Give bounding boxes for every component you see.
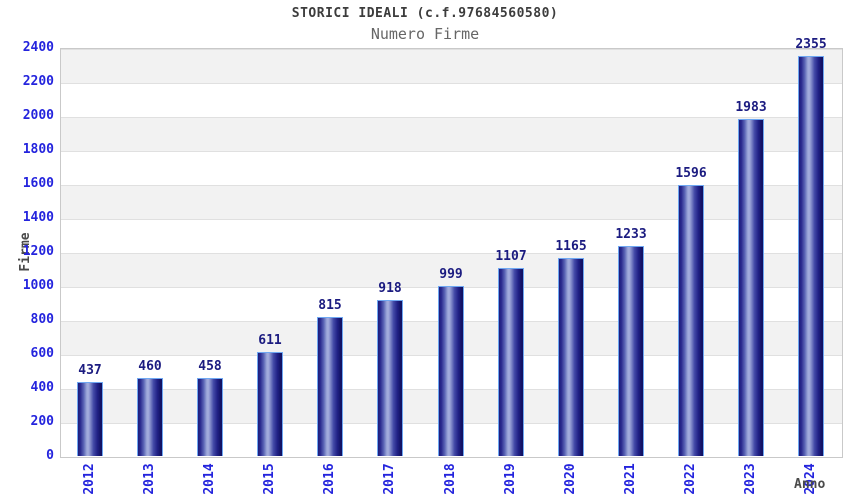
x-tick-label: 2019: [503, 463, 518, 495]
x-tick-label: 2022: [683, 463, 698, 495]
bar-value-label: 1233: [615, 227, 647, 242]
bar: [317, 317, 343, 456]
bar-value-label: 2355: [795, 37, 827, 52]
y-tick-label: 600: [30, 346, 54, 361]
y-tick-label: 1200: [22, 244, 54, 259]
bar: [257, 352, 283, 456]
bar-value-label: 815: [318, 298, 342, 313]
y-tick-label: 1600: [22, 176, 54, 191]
bar: [377, 300, 403, 456]
bar-value-label: 999: [439, 267, 463, 282]
bar-value-label: 918: [378, 281, 402, 296]
y-tick-label: 0: [46, 448, 54, 463]
y-tick-label: 1800: [22, 142, 54, 157]
bar: [618, 246, 644, 456]
bar-value-label: 1165: [555, 239, 587, 254]
x-axis-title: Anno: [794, 477, 826, 492]
bar-value-label: 1596: [675, 166, 707, 181]
x-tick-label: 2016: [322, 463, 337, 495]
x-tick-label: 2018: [443, 463, 458, 495]
x-tick-label: 2017: [382, 463, 397, 495]
y-tick-label: 2000: [22, 108, 54, 123]
y-tick-label: 1400: [22, 210, 54, 225]
bar: [678, 185, 704, 456]
bar-value-label: 611: [258, 333, 282, 348]
y-tick-label: 1000: [22, 278, 54, 293]
x-tick-label: 2013: [142, 463, 157, 495]
y-tick-label: 2400: [22, 40, 54, 55]
bar: [558, 258, 584, 456]
chart-title: STORICI IDEALI (c.f.97684560580): [291, 6, 559, 21]
chart-subtitle: Numero Firme: [370, 25, 480, 43]
bar-value-label: 437: [78, 363, 102, 378]
x-tick-label: 2023: [743, 463, 758, 495]
bar: [77, 382, 103, 456]
bar-value-label: 460: [138, 359, 162, 374]
bar-value-label: 1107: [495, 249, 527, 264]
y-tick-label: 800: [30, 312, 54, 327]
x-tick-label: 2012: [82, 463, 97, 495]
x-tick-label: 2014: [202, 463, 217, 495]
y-tick-label: 400: [30, 380, 54, 395]
bar: [798, 56, 824, 456]
bar: [137, 378, 163, 456]
bar: [197, 378, 223, 456]
bar: [438, 286, 464, 456]
y-tick-label: 2200: [22, 74, 54, 89]
bar: [498, 268, 524, 456]
x-tick-label: 2015: [262, 463, 277, 495]
y-tick-label: 200: [30, 414, 54, 429]
bar-value-label: 1983: [735, 100, 767, 115]
x-tick-label: 2020: [563, 463, 578, 495]
bar: [738, 119, 764, 456]
bar-value-label: 458: [198, 359, 222, 374]
x-tick-label: 2021: [623, 463, 638, 495]
